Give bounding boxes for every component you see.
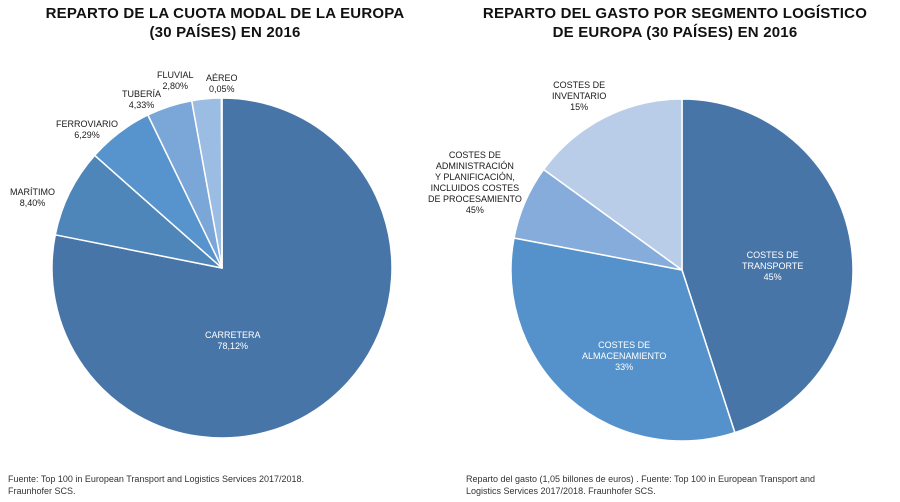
modal-share-pie-chart	[51, 97, 393, 439]
slice-label-administracion-value: 45%	[465, 205, 484, 215]
slice-label-tuberia-value: 4,33%	[128, 100, 155, 110]
modal-share-slice-5	[220, 97, 223, 269]
logistics-spend-slice-1	[510, 237, 736, 442]
slice-label-aereo-value: 0,05%	[208, 84, 235, 94]
slice-label-ferroviario: FERROVIARIO 6,29%	[56, 119, 118, 141]
slice-label-administracion-line-2: ADMINISTRACIÓN	[435, 161, 514, 171]
slice-label-maritimo: MARÍTIMO 8,40%	[10, 187, 55, 209]
slice-label-tuberia: TUBERÍA 4,33%	[122, 89, 161, 111]
slice-label-carretera-value: 78,12%	[217, 341, 249, 351]
modal-share-slice-1	[54, 154, 223, 269]
slice-label-ferroviario-name: FERROVIARIO	[56, 119, 119, 129]
logistics-spend-title-line-2: DE EUROPA (30 PAÍSES) EN 2016	[552, 24, 798, 41]
slice-label-inventario: COSTES DE INVENTARIO 15%	[552, 80, 606, 113]
slice-label-inventario-value: 15%	[570, 102, 589, 112]
slice-label-administracion-line-5: DE PROCESAMIENTO	[428, 194, 522, 204]
modal-share-title-line-2: (30 PAÍSES) EN 2016	[149, 24, 301, 41]
logistics-spend-source-note: Reparto del gasto (1,05 billones de euro…	[466, 473, 815, 497]
modal-share-source-line-2: Fraunhofer SCS.	[8, 486, 76, 496]
slice-label-transporte-line-2: TRANSPORTE	[742, 261, 804, 271]
logistics-spend-title-line-1: REPARTO DEL GASTO POR SEGMENTO LOGÍSTICO	[482, 5, 868, 22]
modal-share-slice-0	[51, 97, 393, 439]
slice-label-maritimo-name: MARÍTIMO	[10, 187, 55, 197]
logistics-spend-slice-3	[542, 98, 683, 271]
logistics-spend-chart-panel: REPARTO DEL GASTO POR SEGMENTO LOGÍSTICO…	[428, 0, 900, 502]
slice-label-administracion: COSTES DE ADMINISTRACIÓN Y PLANIFICACIÓN…	[428, 150, 522, 216]
logistics-spend-chart-title: REPARTO DEL GASTO POR SEGMENTO LOGÍSTICO…	[450, 4, 900, 42]
slice-label-inventario-line-1: COSTES DE	[553, 80, 606, 90]
slice-label-inventario-line-2: INVENTARIO	[552, 91, 607, 101]
slice-label-fluvial: FLUVIAL 2,80%	[157, 70, 194, 92]
slice-label-almacenamiento: COSTES DE ALMACENAMIENTO 33%	[582, 340, 666, 373]
slice-label-maritimo-value: 8,40%	[19, 198, 46, 208]
slice-label-carretera-name: CARRETERA	[205, 330, 261, 340]
slice-label-administracion-line-1: COSTES DE	[448, 150, 501, 160]
slice-label-carretera: CARRETERA 78,12%	[205, 330, 261, 352]
logistics-spend-slice-0	[681, 98, 854, 434]
modal-share-chart-panel: REPARTO DE LA CUOTA MODAL DE LA EUROPA (…	[0, 4, 450, 497]
slice-label-almacenamiento-value: 33%	[615, 362, 634, 372]
slice-label-administracion-line-3: Y PLANIFICACIÓN,	[435, 172, 515, 182]
slice-label-transporte-line-1: COSTES DE	[746, 250, 799, 260]
logistics-spend-source-line-2: Logistics Services 2017/2018. Fraunhofer…	[466, 486, 656, 496]
slice-label-fluvial-value: 2,80%	[162, 81, 189, 91]
slice-label-aereo-name: AÉREO	[206, 73, 238, 83]
slice-label-aereo: AÉREO 0,05%	[206, 73, 238, 95]
modal-share-source-line-1: Fuente: Top 100 in European Transport an…	[8, 474, 305, 484]
modal-share-source-note: Fuente: Top 100 in European Transport an…	[8, 473, 304, 497]
slice-label-transporte-value: 45%	[763, 272, 782, 282]
slice-label-fluvial-name: FLUVIAL	[157, 70, 194, 80]
slice-label-almacenamiento-line-1: COSTES DE	[598, 340, 651, 350]
slice-label-transporte: COSTES DE TRANSPORTE 45%	[742, 250, 803, 283]
slice-label-administracion-line-4: INCLUIDOS COSTES	[430, 183, 520, 193]
slice-label-tuberia-name: TUBERÍA	[122, 89, 162, 99]
slice-label-almacenamiento-line-2: ALMACENAMIENTO	[582, 351, 667, 361]
slice-label-ferroviario-value: 6,29%	[74, 130, 100, 140]
modal-share-title-line-1: REPARTO DE LA CUOTA MODAL DE LA EUROPA	[45, 5, 405, 22]
logistics-spend-pie-chart	[510, 98, 854, 442]
modal-share-chart-title: REPARTO DE LA CUOTA MODAL DE LA EUROPA (…	[0, 4, 450, 42]
logistics-spend-source-line-1: Reparto del gasto (1,05 billones de euro…	[466, 474, 816, 484]
